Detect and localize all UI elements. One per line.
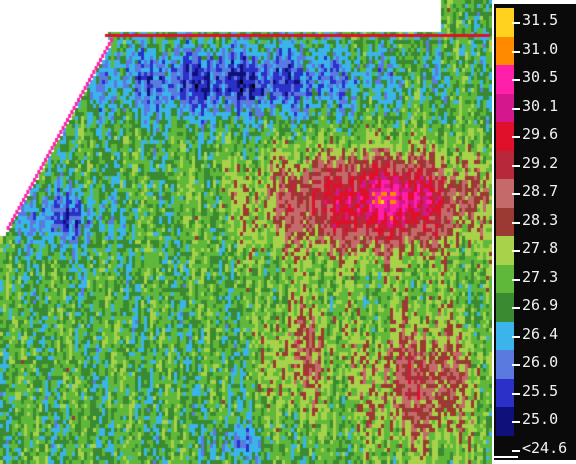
colorbar-swatch xyxy=(496,8,514,37)
colorbar-swatch xyxy=(496,264,514,293)
colorbar-swatch xyxy=(496,236,514,265)
colorbar-label: 25.5 xyxy=(522,381,559,400)
colorbar-label: 28.3 xyxy=(522,210,559,229)
colorbar-label: 28.7 xyxy=(522,182,559,200)
colorbar-swatch xyxy=(496,150,514,179)
colorbar-tick xyxy=(512,449,520,452)
colorbar-tick xyxy=(512,392,520,395)
colorbar-swatch xyxy=(496,179,514,208)
colorbar-label: <24.6 xyxy=(522,438,568,457)
colorbar-swatch xyxy=(496,293,514,322)
colorbar-tick xyxy=(512,136,520,138)
colorbar-swatch xyxy=(496,321,514,350)
colorbar-swatch xyxy=(496,65,514,94)
colorbar-tick xyxy=(512,421,520,423)
colorbar: 31.5 31.0 30.5 30.1 29.6 29.2 28.7 28.3 27.8 27.3… xyxy=(494,4,576,460)
colorbar-label: 29.2 xyxy=(522,153,559,172)
colorbar-label: 30.5 xyxy=(522,68,559,86)
colorbar-tick xyxy=(512,335,520,338)
colorbar-tick xyxy=(512,107,520,110)
colorbar-label: 26.4 xyxy=(522,324,559,343)
colorbar-label: 26.9 xyxy=(522,296,559,314)
colorbar-tick xyxy=(512,364,520,366)
colorbar-tick xyxy=(512,307,520,309)
colorbar-label: 31.0 xyxy=(522,39,559,58)
colorbar-tick xyxy=(512,250,520,252)
colorbar-tick xyxy=(512,50,520,53)
colorbar-swatch xyxy=(496,207,514,236)
colorbar-label: 30.1 xyxy=(522,96,559,115)
colorbar-swatch xyxy=(496,122,514,151)
colorbar-swatch xyxy=(496,93,514,122)
colorbar-tick xyxy=(512,164,520,167)
colorbar-swatch xyxy=(496,378,514,407)
colorbar-tick xyxy=(512,22,520,24)
colorbar-swatch xyxy=(496,350,514,379)
colorbar-tick xyxy=(512,79,520,81)
colorbar-label: 27.8 xyxy=(522,239,559,257)
colorbar-baseline xyxy=(494,456,518,458)
colorbar-tick xyxy=(512,221,520,224)
colorbar-label: 25.0 xyxy=(522,410,559,428)
colorbar-label: 27.3 xyxy=(522,267,559,286)
colorbar-label: 31.5 xyxy=(522,11,559,29)
sea-surface-temperature-heatmap xyxy=(0,0,492,464)
colorbar-label: 29.6 xyxy=(522,125,559,143)
colorbar-tick xyxy=(512,278,520,281)
colorbar-tick xyxy=(512,193,520,195)
colorbar-label: 26.0 xyxy=(522,353,559,371)
colorbar-swatch xyxy=(496,36,514,65)
colorbar-swatch xyxy=(496,407,514,436)
